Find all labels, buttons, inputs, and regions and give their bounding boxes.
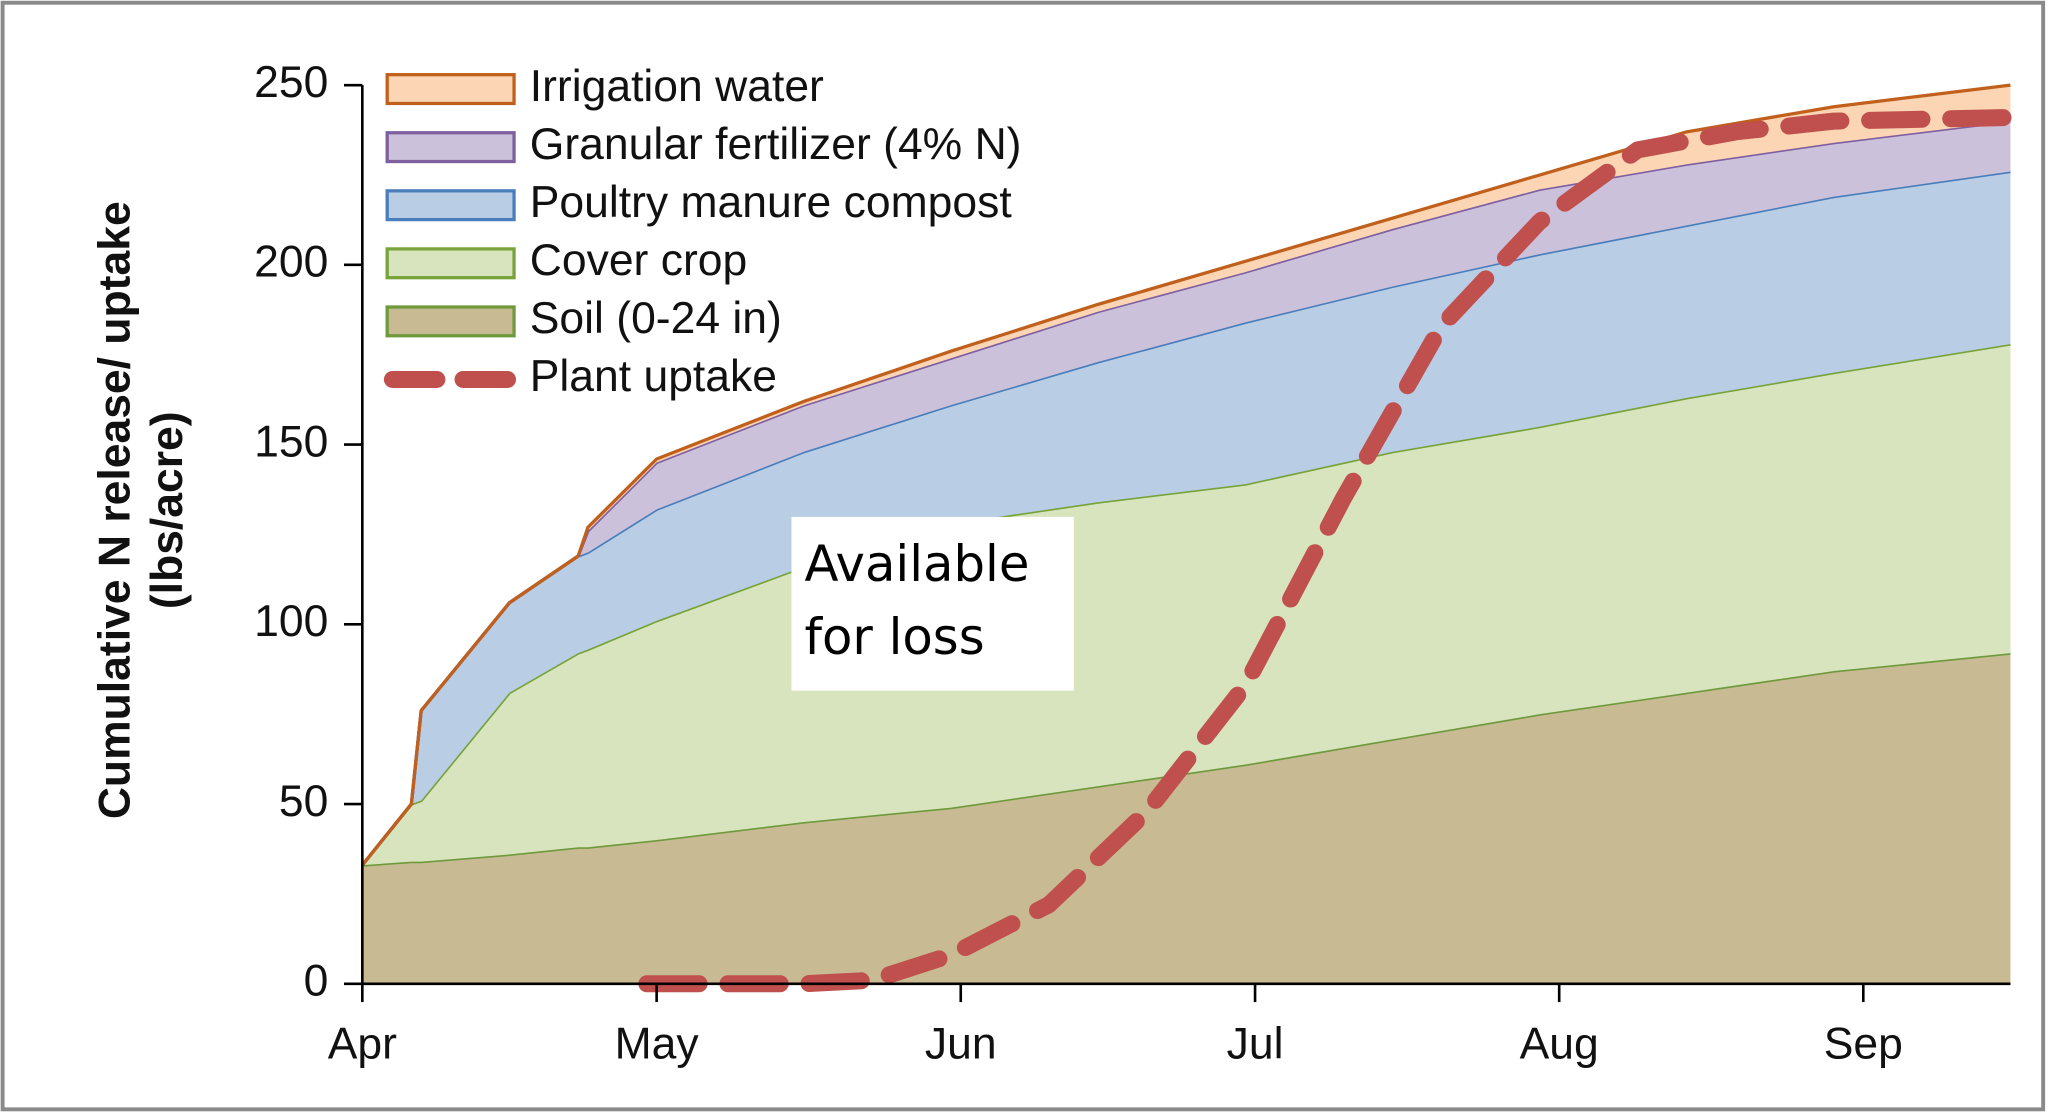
areas	[361, 83, 2019, 993]
y-tick-label: 0	[304, 957, 329, 1006]
legend-label: Irrigation water	[530, 62, 824, 111]
legend-label: Cover crop	[530, 236, 747, 285]
x-tick-label: Aug	[1520, 1019, 1599, 1068]
legend-swatch	[385, 189, 516, 222]
y-tick-label: 200	[254, 238, 328, 287]
area	[362, 121, 2011, 866]
legend-swatch	[385, 247, 516, 280]
area	[362, 171, 2011, 866]
legend-label: Soil (0-24 in)	[530, 294, 782, 343]
area	[362, 653, 2011, 984]
annotation: Available for loss	[791, 516, 1074, 691]
legend-swatch	[385, 73, 516, 106]
y-axis-label: Cumulative N release/ uptake	[90, 201, 139, 819]
legend: Irrigation water Granular fertilizer (4% …	[383, 62, 1022, 401]
axes: 0 50 100 150 200 250 Apr May Jun Jul Aug Sep Cumulat…	[90, 58, 2011, 1068]
legend-label: Granular fertilizer (4% N)	[530, 120, 1022, 169]
x-tick-label: Jun	[925, 1019, 997, 1068]
x-tick-label: May	[615, 1019, 700, 1068]
y-tick-label: 250	[254, 58, 328, 107]
area-edge	[361, 83, 2011, 867]
y-tick-label: 50	[279, 777, 328, 826]
x-tick-label: Jul	[1227, 1019, 1284, 1068]
x-tick-label: Apr	[328, 1019, 397, 1068]
x-tick-label: Sep	[1824, 1019, 1903, 1068]
legend-swatch	[385, 131, 516, 164]
y-tick-label: 100	[254, 597, 328, 646]
legend-label: Poultry manure compost	[530, 178, 1013, 227]
annotation-box: Available for loss	[791, 516, 1074, 691]
y-tick-label: 150	[254, 417, 328, 466]
legend-swatch	[385, 305, 516, 338]
legend-label: Plant uptake	[530, 352, 777, 401]
uptake-line	[638, 108, 2019, 993]
y-axis-label: (lbs/acre)	[143, 411, 192, 609]
area	[362, 344, 2011, 866]
